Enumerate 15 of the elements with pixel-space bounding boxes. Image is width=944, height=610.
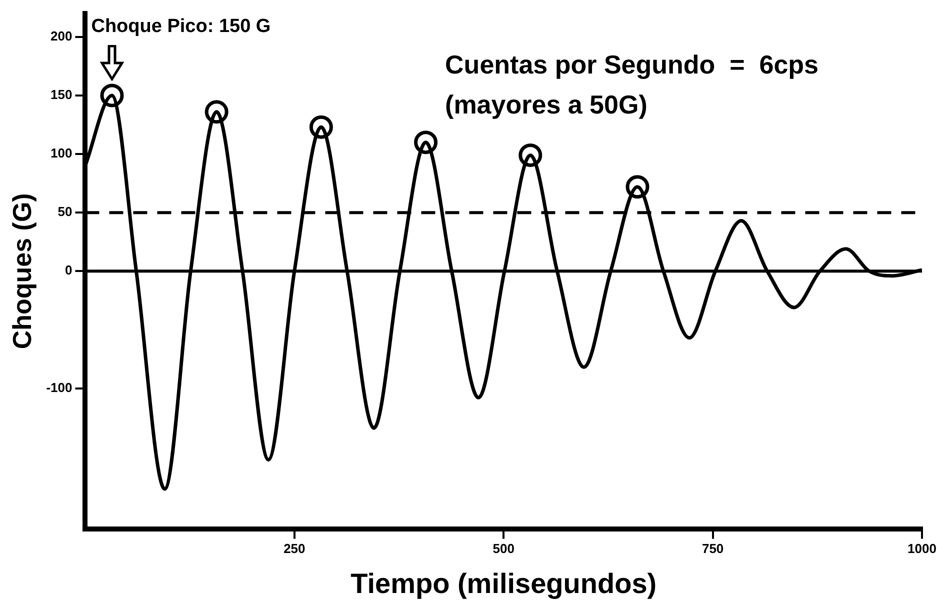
y-tick-label: 200	[50, 28, 72, 44]
y-tick-label: 50	[58, 204, 72, 220]
x-axis-title: Tiempo (milisegundos)	[350, 568, 657, 599]
x-tick-label: 1000	[908, 541, 936, 556]
y-tick-label: -100	[46, 380, 72, 395]
annotation: Choque Pico: 150 G	[91, 16, 271, 38]
x-tick-label: 750	[702, 541, 724, 556]
y-tick-label: 150	[50, 87, 72, 102]
y-axis-title: Choques (G)	[6, 193, 37, 350]
annotation: Cuentas por Segundo = 6cps	[445, 50, 819, 80]
x-tick-label: 500	[492, 541, 514, 556]
x-tick-label: 250	[284, 541, 306, 556]
annotation: (mayores a 50G)	[445, 90, 648, 120]
y-tick-label: 0	[64, 262, 72, 278]
y-tick-label: 100	[50, 146, 72, 161]
